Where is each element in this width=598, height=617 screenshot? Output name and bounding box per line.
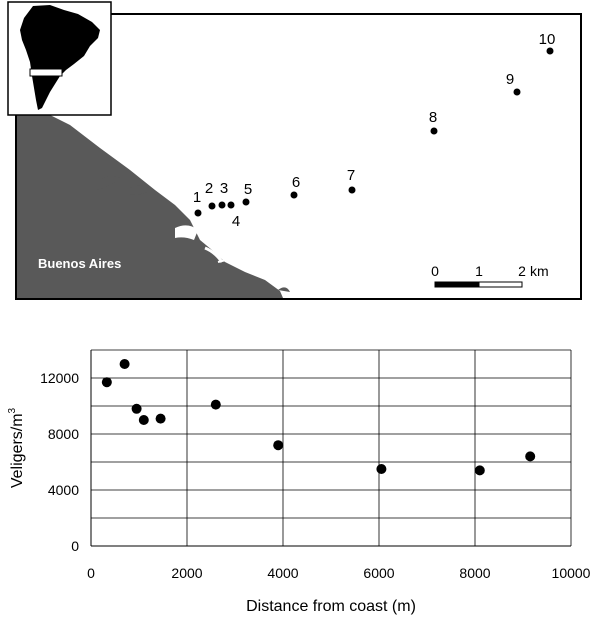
data-point-1	[101, 377, 112, 388]
scatter-chart: 0 4000 8000 12000 0 2000 4000 6000 8000 10000 Di…	[7, 349, 591, 615]
x-tick-label: 8000	[459, 565, 490, 581]
inset-locator-box	[29, 68, 63, 77]
station-label-6: 6	[292, 174, 300, 191]
pier-line	[217, 259, 227, 263]
y-tick-label: 8000	[48, 426, 79, 442]
x-tick-label: 4000	[267, 565, 298, 581]
city-label: Buenos Aires	[38, 256, 121, 271]
data-point-9	[474, 465, 485, 476]
scale-segment-0-1	[434, 281, 480, 288]
station-label-7: 7	[347, 167, 355, 184]
y-axis-label-main: Veligers/m	[9, 413, 26, 488]
station-marker-3	[218, 201, 226, 209]
station-marker-10	[546, 47, 554, 55]
station-label-8: 8	[429, 109, 437, 126]
y-axis-label: Veligers/m3	[7, 407, 26, 488]
scale-tick-0: 0	[431, 263, 439, 279]
station-marker-6	[290, 191, 298, 199]
data-point-4	[138, 415, 149, 425]
data-point-8	[376, 464, 387, 474]
station-marker-2	[208, 202, 216, 210]
y-tick-labels: 0 4000 8000 12000	[40, 370, 79, 554]
y-axis-label-superscript: 3	[7, 407, 18, 413]
station-label-1: 1	[193, 189, 201, 206]
station-marker-1	[194, 209, 202, 217]
x-axis-label: Distance from coast (m)	[246, 598, 416, 615]
station-label-2: 2	[205, 180, 213, 197]
south-america-shape	[20, 5, 100, 110]
x-tick-label: 2000	[171, 565, 202, 581]
y-tick-label: 12000	[40, 370, 79, 386]
station-marker-8	[430, 127, 438, 135]
scale-segment-1-2	[478, 281, 523, 288]
stations: 12 345 6 7 8 9 10	[193, 31, 556, 230]
scale-bar: 0 1 2 km	[431, 263, 549, 288]
y-tick-label: 4000	[48, 482, 79, 498]
scale-tick-1: 1	[475, 263, 483, 279]
land-buenos-aires	[17, 105, 283, 298]
scale-tick-2: 2	[518, 263, 526, 279]
y-tick-label: 0	[71, 538, 79, 554]
chart-grid	[91, 349, 572, 546]
data-point-5	[155, 413, 166, 424]
station-marker-7	[348, 186, 356, 194]
river-mouth-islet	[278, 287, 290, 292]
station-label-5: 5	[244, 181, 252, 198]
station-marker-5	[242, 198, 250, 206]
island-1	[96, 175, 120, 190]
harbour-pier	[175, 225, 198, 240]
data-points	[101, 359, 536, 476]
x-tick-label: 0	[87, 565, 95, 581]
station-marker-4	[227, 201, 235, 209]
data-point-10	[525, 451, 536, 462]
island-2	[130, 185, 150, 195]
station-label-9: 9	[506, 71, 514, 88]
data-point-2	[119, 359, 130, 369]
scale-unit: km	[530, 263, 549, 279]
station-label-4: 4	[232, 213, 240, 230]
data-point-3	[131, 403, 142, 414]
data-point-7	[273, 440, 284, 451]
data-point-6	[210, 399, 221, 410]
station-label-3: 3	[220, 180, 228, 197]
x-tick-labels: 0 2000 4000 6000 8000 10000	[87, 565, 591, 581]
x-tick-label: 6000	[363, 565, 394, 581]
inset-south-america	[7, 1, 112, 116]
station-label-10: 10	[539, 31, 556, 48]
x-tick-label: 10000	[552, 565, 591, 581]
station-marker-9	[513, 88, 521, 96]
